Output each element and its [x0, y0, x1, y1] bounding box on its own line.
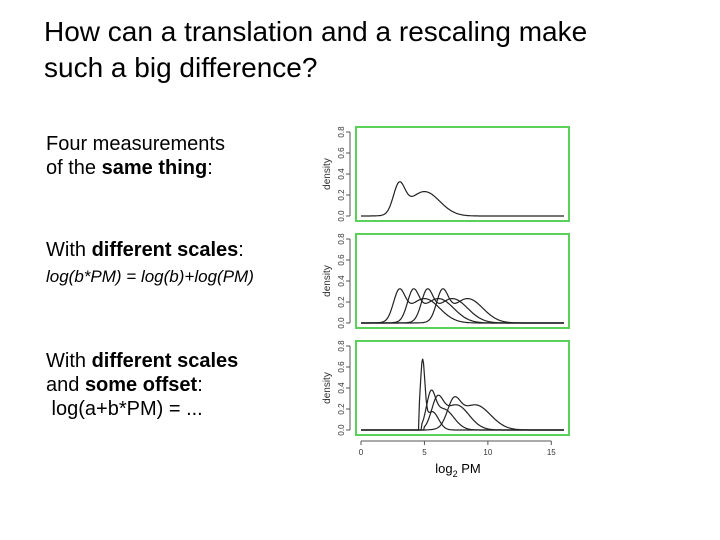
caption-2-post: :	[238, 239, 244, 261]
caption-1-line-2: of the same thing:	[46, 156, 225, 180]
caption-1-line-1: Four measurements	[46, 133, 225, 155]
panel-2-frame	[355, 233, 570, 329]
panel-2-y-tick-label: 0.6	[337, 254, 346, 266]
panel-3-y-tick-label: 0.8	[337, 340, 346, 352]
panel-2-density-curve-4	[361, 288, 564, 324]
panel-3-y-tick-label: 0.4	[337, 382, 346, 394]
caption-3-bold-1: different scales	[91, 350, 239, 372]
panel-1-density-curve-1	[361, 181, 564, 217]
panel-3-y-tick-label: 0.6	[337, 361, 346, 373]
caption-2-line-1: With different scales:	[46, 238, 254, 262]
panel-3-density-curve-4	[361, 396, 564, 431]
panel-2-y-label: density	[322, 265, 333, 297]
x-tick-label: 5	[422, 448, 427, 457]
panel-1-y-tick-label: 0.0	[337, 210, 346, 222]
caption-1-pre: of the	[46, 157, 102, 179]
caption-four-measurements: Four measurements of the same thing:	[46, 132, 225, 180]
x-axis-label: log2 PM	[435, 461, 481, 479]
panel-1-y-tick-label: 0.4	[337, 168, 346, 180]
caption-1-bold: same thing	[101, 157, 208, 179]
caption-3-pre-2: and	[46, 374, 85, 396]
x-tick-label: 15	[547, 448, 556, 457]
panel-2-y-tick-label: 0.8	[337, 233, 346, 245]
panel-3-y-tick-label: 0.0	[337, 424, 346, 436]
caption-3-formula: log(a+b*PM) = ...	[46, 398, 203, 420]
slide-title-line-2: such a big difference?	[44, 52, 318, 83]
panel-2-y-tick-label: 0.4	[337, 275, 346, 287]
caption-2-bold: different scales	[91, 239, 239, 261]
panel-2-y-tick-label: 0.2	[337, 296, 346, 308]
panel-3-y-label: density	[322, 372, 333, 404]
caption-3-line-1: With different scales	[46, 349, 238, 373]
panel-1-y-tick-label: 0.2	[337, 189, 346, 201]
panel-3-frame	[355, 340, 570, 436]
panel-1-y-tick-label: 0.8	[337, 126, 346, 138]
panel-2-y-tick-label: 0.0	[337, 317, 346, 329]
caption-2-formula: log(b*PM) = log(b)+log(PM)	[46, 267, 254, 286]
panel-3-y-tick-label: 0.2	[337, 403, 346, 415]
caption-3-pre: With	[46, 350, 92, 372]
caption-3-post-2: :	[197, 374, 203, 396]
panel-1-y-tick-label: 0.6	[337, 147, 346, 159]
slide-title-line-1: How can a translation and a rescaling ma…	[44, 16, 588, 47]
panel-1-frame	[355, 126, 570, 222]
caption-3-line-2: and some offset:	[46, 373, 238, 397]
caption-1-post: :	[207, 157, 213, 179]
caption-scales-and-offset: With different scales and some offset: l…	[46, 349, 238, 421]
caption-2-pre: With	[46, 239, 92, 261]
slide-title: How can a translation and a rescaling ma…	[44, 14, 704, 86]
caption-3-bold-2: some offset	[84, 374, 198, 396]
caption-different-scales: With different scales: log(b*PM) = log(b…	[46, 238, 254, 289]
x-tick-label: 0	[359, 448, 364, 457]
panel-1-y-label: density	[322, 158, 333, 190]
x-tick-label: 10	[483, 448, 492, 457]
